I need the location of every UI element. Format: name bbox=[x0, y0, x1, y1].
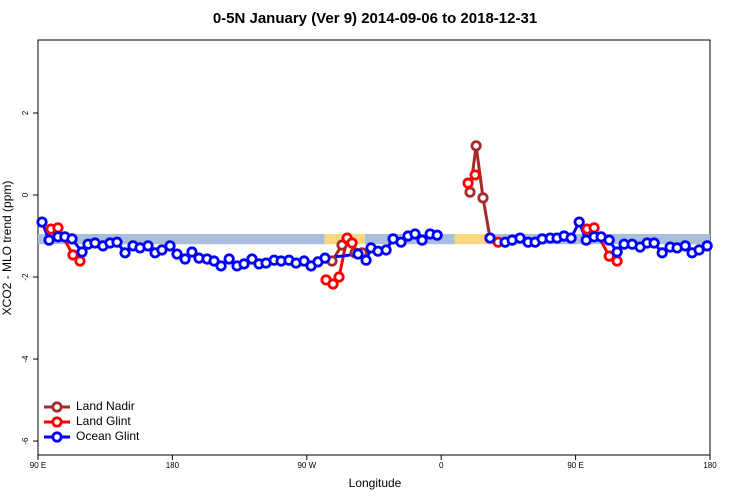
data-point bbox=[464, 186, 476, 198]
data-point bbox=[74, 255, 86, 267]
data-point bbox=[409, 228, 421, 240]
data-point bbox=[470, 140, 482, 152]
data-point bbox=[36, 216, 48, 228]
data-point bbox=[119, 247, 131, 259]
data-point bbox=[573, 216, 585, 228]
legend-label: Land Glint bbox=[76, 414, 131, 428]
data-point bbox=[431, 229, 443, 241]
data-point bbox=[76, 246, 88, 258]
data-point bbox=[360, 254, 372, 266]
data-point bbox=[611, 246, 623, 258]
data-point bbox=[484, 232, 496, 244]
data-point bbox=[67, 249, 79, 261]
data-point bbox=[319, 252, 331, 264]
data-point bbox=[656, 247, 668, 259]
data-point bbox=[565, 232, 577, 244]
data-point bbox=[171, 248, 183, 260]
data-point bbox=[238, 258, 250, 270]
data-point bbox=[395, 236, 407, 248]
band-segment bbox=[454, 233, 491, 245]
chart-title: 0-5N January (Ver 9) 2014-09-06 to 2018-… bbox=[213, 10, 537, 27]
data-point bbox=[179, 253, 191, 265]
data-point bbox=[246, 253, 258, 265]
legend-label: Ocean Glint bbox=[76, 429, 140, 443]
x-tick-label: 0 bbox=[439, 461, 444, 470]
x-axis-label: Longitude bbox=[349, 476, 402, 490]
data-point bbox=[52, 222, 64, 234]
x-tick-label: 90 W bbox=[297, 461, 316, 470]
band-segment bbox=[38, 233, 325, 245]
legend-label: Land Nadir bbox=[76, 399, 135, 413]
data-point bbox=[215, 260, 227, 272]
data-point bbox=[208, 255, 220, 267]
legend-marker bbox=[51, 416, 63, 428]
x-tick-label: 90 E bbox=[567, 461, 583, 470]
data-point bbox=[701, 240, 713, 252]
data-point bbox=[66, 233, 78, 245]
y-tick-label: -2 bbox=[21, 273, 30, 281]
x-tick-label: 90 E bbox=[30, 461, 46, 470]
data-point bbox=[333, 271, 345, 283]
y-axis-label: XCO2 - MLO trend (ppm) bbox=[0, 181, 14, 316]
data-point bbox=[588, 222, 600, 234]
data-point bbox=[156, 244, 168, 256]
data-point bbox=[648, 237, 660, 249]
x-tick-label: 180 bbox=[166, 461, 180, 470]
data-point bbox=[514, 232, 526, 244]
series-line bbox=[50, 173, 618, 286]
data-point bbox=[693, 244, 705, 256]
data-point bbox=[164, 240, 176, 252]
data-point bbox=[142, 240, 154, 252]
legend-marker bbox=[51, 431, 63, 443]
y-tick-label: 0 bbox=[21, 192, 30, 197]
data-point bbox=[679, 240, 691, 252]
data-point bbox=[186, 246, 198, 258]
y-tick-label: 2 bbox=[21, 110, 30, 115]
data-point bbox=[477, 192, 489, 204]
data-point bbox=[380, 244, 392, 256]
x-tick-label: 180 bbox=[703, 461, 717, 470]
y-tick-label: -6 bbox=[21, 437, 30, 445]
data-point bbox=[43, 234, 55, 246]
data-point bbox=[327, 278, 339, 290]
data-point bbox=[416, 234, 428, 246]
data-point bbox=[298, 255, 310, 267]
data-point bbox=[346, 237, 358, 249]
data-point bbox=[223, 253, 235, 265]
data-point bbox=[611, 255, 623, 267]
legend-marker bbox=[51, 401, 63, 413]
data-point bbox=[603, 234, 615, 246]
data-point bbox=[469, 169, 481, 181]
y-tick-label: -4 bbox=[21, 355, 30, 363]
data-point bbox=[462, 177, 474, 189]
data-point bbox=[352, 248, 364, 260]
data-point bbox=[111, 236, 123, 248]
